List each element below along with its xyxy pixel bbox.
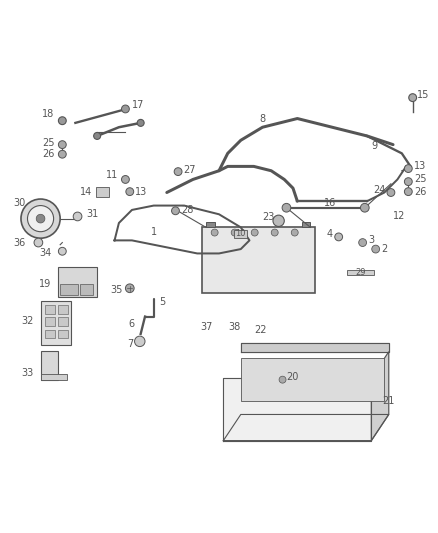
Circle shape xyxy=(121,175,129,183)
Text: 26: 26 xyxy=(414,187,426,197)
Bar xyxy=(96,187,110,197)
Bar xyxy=(45,329,55,338)
Text: 37: 37 xyxy=(201,322,213,333)
Text: 25: 25 xyxy=(414,174,427,184)
Text: 5: 5 xyxy=(159,297,165,307)
Circle shape xyxy=(36,214,45,223)
Bar xyxy=(206,222,215,228)
Text: 31: 31 xyxy=(86,209,99,219)
Bar xyxy=(347,270,374,275)
Circle shape xyxy=(387,189,395,197)
Bar xyxy=(58,305,68,314)
Circle shape xyxy=(58,150,66,158)
Text: 38: 38 xyxy=(228,322,240,333)
Text: 7: 7 xyxy=(127,339,133,349)
Circle shape xyxy=(34,238,43,247)
Text: 15: 15 xyxy=(417,90,429,100)
Circle shape xyxy=(360,204,369,212)
Bar xyxy=(58,266,97,297)
Text: 4: 4 xyxy=(327,229,333,239)
Text: 21: 21 xyxy=(382,397,395,407)
Bar xyxy=(201,228,315,293)
Text: 2: 2 xyxy=(381,244,388,254)
Text: 28: 28 xyxy=(181,205,194,215)
Circle shape xyxy=(271,229,278,236)
Text: 18: 18 xyxy=(42,109,54,119)
Bar xyxy=(41,375,67,379)
Circle shape xyxy=(409,94,417,102)
Bar xyxy=(80,284,93,295)
Bar xyxy=(41,351,58,379)
Text: 10: 10 xyxy=(235,229,245,238)
Circle shape xyxy=(404,188,412,196)
Circle shape xyxy=(282,204,291,212)
Text: 33: 33 xyxy=(22,368,34,378)
Bar xyxy=(234,230,247,238)
Text: 27: 27 xyxy=(184,165,196,175)
Circle shape xyxy=(125,284,134,293)
Polygon shape xyxy=(223,415,389,441)
Text: 12: 12 xyxy=(393,212,406,221)
Circle shape xyxy=(58,247,66,255)
Text: 13: 13 xyxy=(414,161,426,172)
Bar xyxy=(302,222,311,228)
Text: 13: 13 xyxy=(135,187,148,197)
Text: 35: 35 xyxy=(110,285,122,295)
Bar xyxy=(45,318,55,326)
Circle shape xyxy=(126,188,134,196)
Circle shape xyxy=(58,141,66,149)
Text: 17: 17 xyxy=(132,100,145,110)
Bar xyxy=(58,318,68,326)
Circle shape xyxy=(335,233,343,241)
Circle shape xyxy=(372,245,380,253)
Circle shape xyxy=(172,207,180,215)
Polygon shape xyxy=(223,378,371,441)
Text: 23: 23 xyxy=(262,212,275,222)
Text: 32: 32 xyxy=(21,316,34,326)
Text: 20: 20 xyxy=(286,373,299,383)
Circle shape xyxy=(404,177,412,185)
Text: 30: 30 xyxy=(13,198,25,208)
Circle shape xyxy=(174,168,182,175)
Circle shape xyxy=(251,229,258,236)
Text: 34: 34 xyxy=(39,248,51,259)
Circle shape xyxy=(273,215,284,227)
Circle shape xyxy=(73,212,82,221)
Polygon shape xyxy=(371,352,389,441)
Bar xyxy=(60,284,78,295)
Bar xyxy=(58,329,68,338)
Text: 19: 19 xyxy=(39,279,51,289)
Text: 11: 11 xyxy=(106,170,118,180)
Circle shape xyxy=(28,206,53,232)
Circle shape xyxy=(359,239,367,246)
Text: 25: 25 xyxy=(42,139,54,148)
Circle shape xyxy=(231,229,238,236)
Text: 36: 36 xyxy=(13,238,25,247)
Circle shape xyxy=(137,119,144,126)
Polygon shape xyxy=(241,343,389,352)
Circle shape xyxy=(291,229,298,236)
Circle shape xyxy=(134,336,145,346)
Circle shape xyxy=(21,199,60,238)
Text: 3: 3 xyxy=(368,236,374,245)
Circle shape xyxy=(279,376,286,383)
Text: 24: 24 xyxy=(373,185,386,195)
Text: 29: 29 xyxy=(355,268,366,277)
Text: 26: 26 xyxy=(42,149,54,159)
Circle shape xyxy=(211,229,218,236)
Text: 8: 8 xyxy=(259,114,265,124)
Circle shape xyxy=(58,117,66,125)
Bar xyxy=(41,301,71,345)
Circle shape xyxy=(404,165,412,173)
Text: 14: 14 xyxy=(80,187,92,197)
Text: 9: 9 xyxy=(371,141,378,150)
Circle shape xyxy=(121,105,129,113)
Bar xyxy=(241,358,385,401)
Circle shape xyxy=(94,133,101,140)
Text: 16: 16 xyxy=(324,198,336,208)
Text: 22: 22 xyxy=(254,325,267,335)
Text: 1: 1 xyxy=(151,227,157,237)
Bar xyxy=(45,305,55,314)
Text: 6: 6 xyxy=(128,319,134,329)
